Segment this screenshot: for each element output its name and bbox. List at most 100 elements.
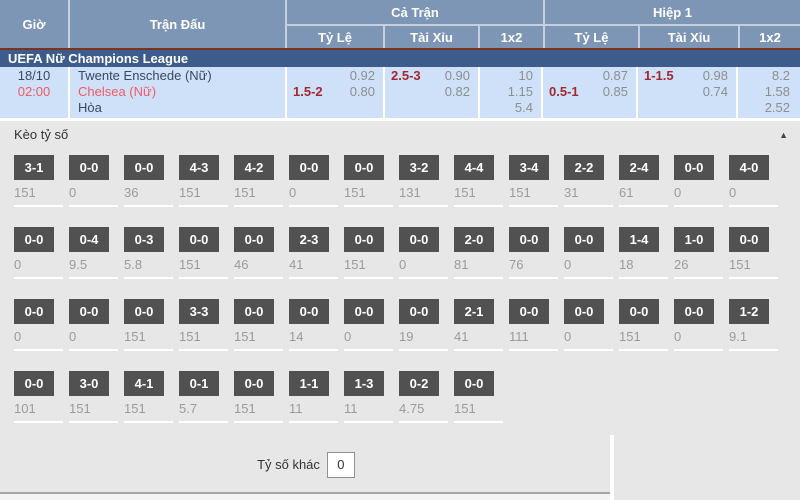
full-total-cell[interactable]: 2.5-3 0.90 0.82 [385,67,480,118]
score-cell[interactable]: 0-0 0 [344,299,393,351]
score-cell[interactable]: 0-0 0 [564,299,613,351]
score-cell[interactable]: 0-0 111 [509,299,558,351]
h1-1x2-draw[interactable]: 2.52 [764,100,790,115]
score-cell[interactable]: 4-2 151 [234,155,283,207]
score-chip: 2-3 [289,227,329,252]
score-cell[interactable]: 0-0 0 [674,299,723,351]
h1-total-over-odds[interactable]: 0.98 [702,68,728,83]
score-chip: 2-0 [454,227,494,252]
score-cell[interactable]: 0-3 5.8 [124,227,173,279]
h1-handicap-away-odds[interactable]: 0.85 [602,84,628,99]
score-cell[interactable]: 0-0 46 [234,227,283,279]
full-handicap-line: 1.5-2 [293,84,323,99]
score-odds: 4.75 [399,401,425,416]
score-cell[interactable]: 1-2 9.1 [729,299,778,351]
h1-1x2-cell[interactable]: 8.2 1.58 2.52 [738,67,798,118]
score-cell[interactable]: 0-0 151 [729,227,778,279]
score-cell[interactable]: 2-4 61 [619,155,668,207]
score-cell[interactable]: 0-4 9.5 [69,227,118,279]
h1-1x2-away[interactable]: 1.58 [764,84,790,99]
score-chip: 0-0 [509,299,549,324]
full-total-under-odds[interactable]: 0.82 [444,84,470,99]
header-match-label: Trận Đấu [149,16,206,32]
h1-handicap-home-odds[interactable]: 0.87 [602,68,628,83]
score-cell[interactable]: 0-0 151 [234,299,283,351]
h1-1x2-home[interactable]: 8.2 [771,68,790,83]
score-cell[interactable]: 2-1 41 [454,299,503,351]
score-cell[interactable]: 4-0 0 [729,155,778,207]
score-cell[interactable]: 0-0 151 [344,155,393,207]
score-cell[interactable]: 0-0 0 [69,299,118,351]
score-chip: 4-3 [179,155,219,180]
first-half-group-label: Hiệp 1 [652,4,692,20]
score-cell[interactable]: 0-0 151 [454,371,503,423]
score-odds: 0 [674,329,682,344]
score-cell[interactable]: 1-4 18 [619,227,668,279]
score-cell[interactable]: 4-3 151 [179,155,228,207]
score-cell[interactable]: 0-0 0 [69,155,118,207]
score-cell[interactable]: 3-1 151 [14,155,63,207]
score-odds: 0 [14,257,22,272]
score-cell[interactable]: 2-2 31 [564,155,613,207]
score-cell[interactable]: 1-3 11 [344,371,393,423]
score-cell[interactable]: 0-2 4.75 [399,371,448,423]
h1-handicap-cell[interactable]: 0.87 0.5-1 0.85 [543,67,638,118]
score-cell[interactable]: 0-0 36 [124,155,173,207]
h1-total-cell[interactable]: 1-1.5 0.98 0.74 [638,67,738,118]
score-cell[interactable]: 3-0 151 [69,371,118,423]
score-cell[interactable]: 0-0 151 [124,299,173,351]
full-1x2-cell[interactable]: 10 1.15 5.4 [480,67,543,118]
score-cell[interactable]: 0-0 151 [619,299,668,351]
score-cell[interactable]: 0-0 101 [14,371,63,423]
score-cell[interactable]: 3-3 151 [179,299,228,351]
score-cell[interactable]: 0-0 14 [289,299,338,351]
league-bar[interactable]: UEFA Nữ Champions League [0,48,800,67]
score-cell[interactable]: 2-3 41 [289,227,338,279]
score-cell[interactable]: 3-4 151 [509,155,558,207]
other-score-value-box[interactable]: 0 [326,452,355,478]
full-1x2-away[interactable]: 1.15 [507,84,533,99]
score-cell[interactable]: 4-1 151 [124,371,173,423]
h1-total-under-odds[interactable]: 0.74 [702,84,728,99]
score-section-header[interactable]: Kèo tỷ số ▲ [0,118,800,148]
match-teams-cell[interactable]: Twente Enschede (Nữ) Chelsea (Nữ) Hòa [70,67,287,118]
score-cell[interactable]: 0-0 151 [179,227,228,279]
h1-handicap-line: 0.5-1 [549,84,579,99]
subheader-full-total: Tài Xỉu [385,26,480,48]
score-odds: 111 [509,329,529,344]
score-chip: 0-0 [14,371,54,396]
score-odds: 0 [674,185,682,200]
score-cell[interactable]: 0-0 151 [344,227,393,279]
full-handicap-cell[interactable]: 0.92 1.5-2 0.80 [287,67,385,118]
score-chip: 0-0 [509,227,549,252]
full-1x2-home[interactable]: 10 [518,68,533,83]
score-cell[interactable]: 4-4 151 [454,155,503,207]
score-cell[interactable]: 0-0 0 [564,227,613,279]
score-cell[interactable]: 0-0 0 [14,299,63,351]
score-odds: 76 [509,257,524,272]
full-handicap-home-odds[interactable]: 0.92 [349,68,375,83]
score-cell[interactable]: 0-0 19 [399,299,448,351]
score-chip: 1-3 [344,371,384,396]
score-cell[interactable]: 0-0 0 [14,227,63,279]
collapse-arrow-icon[interactable]: ▲ [779,129,788,140]
score-chip: 0-0 [399,299,439,324]
full-1x2-draw[interactable]: 5.4 [514,100,533,115]
full-total-over-odds[interactable]: 0.90 [444,68,470,83]
score-chip: 0-0 [344,155,384,180]
score-cell[interactable]: 3-2 131 [399,155,448,207]
full-handicap-away-odds[interactable]: 0.80 [349,84,375,99]
score-cell[interactable]: 1-0 26 [674,227,723,279]
score-cell[interactable]: 0-0 0 [289,155,338,207]
score-cell[interactable]: 0-0 0 [674,155,723,207]
score-cell[interactable]: 0-0 76 [509,227,558,279]
score-odds: 19 [399,329,414,344]
score-chip: 3-2 [399,155,439,180]
score-cell[interactable]: 0-0 0 [399,227,448,279]
score-cell[interactable]: 0-1 5.7 [179,371,228,423]
score-cell[interactable]: 1-1 11 [289,371,338,423]
score-cell[interactable]: 2-0 81 [454,227,503,279]
score-odds: 5.7 [179,401,198,416]
score-cell[interactable]: 0-0 151 [234,371,283,423]
score-chip: 4-1 [124,371,164,396]
